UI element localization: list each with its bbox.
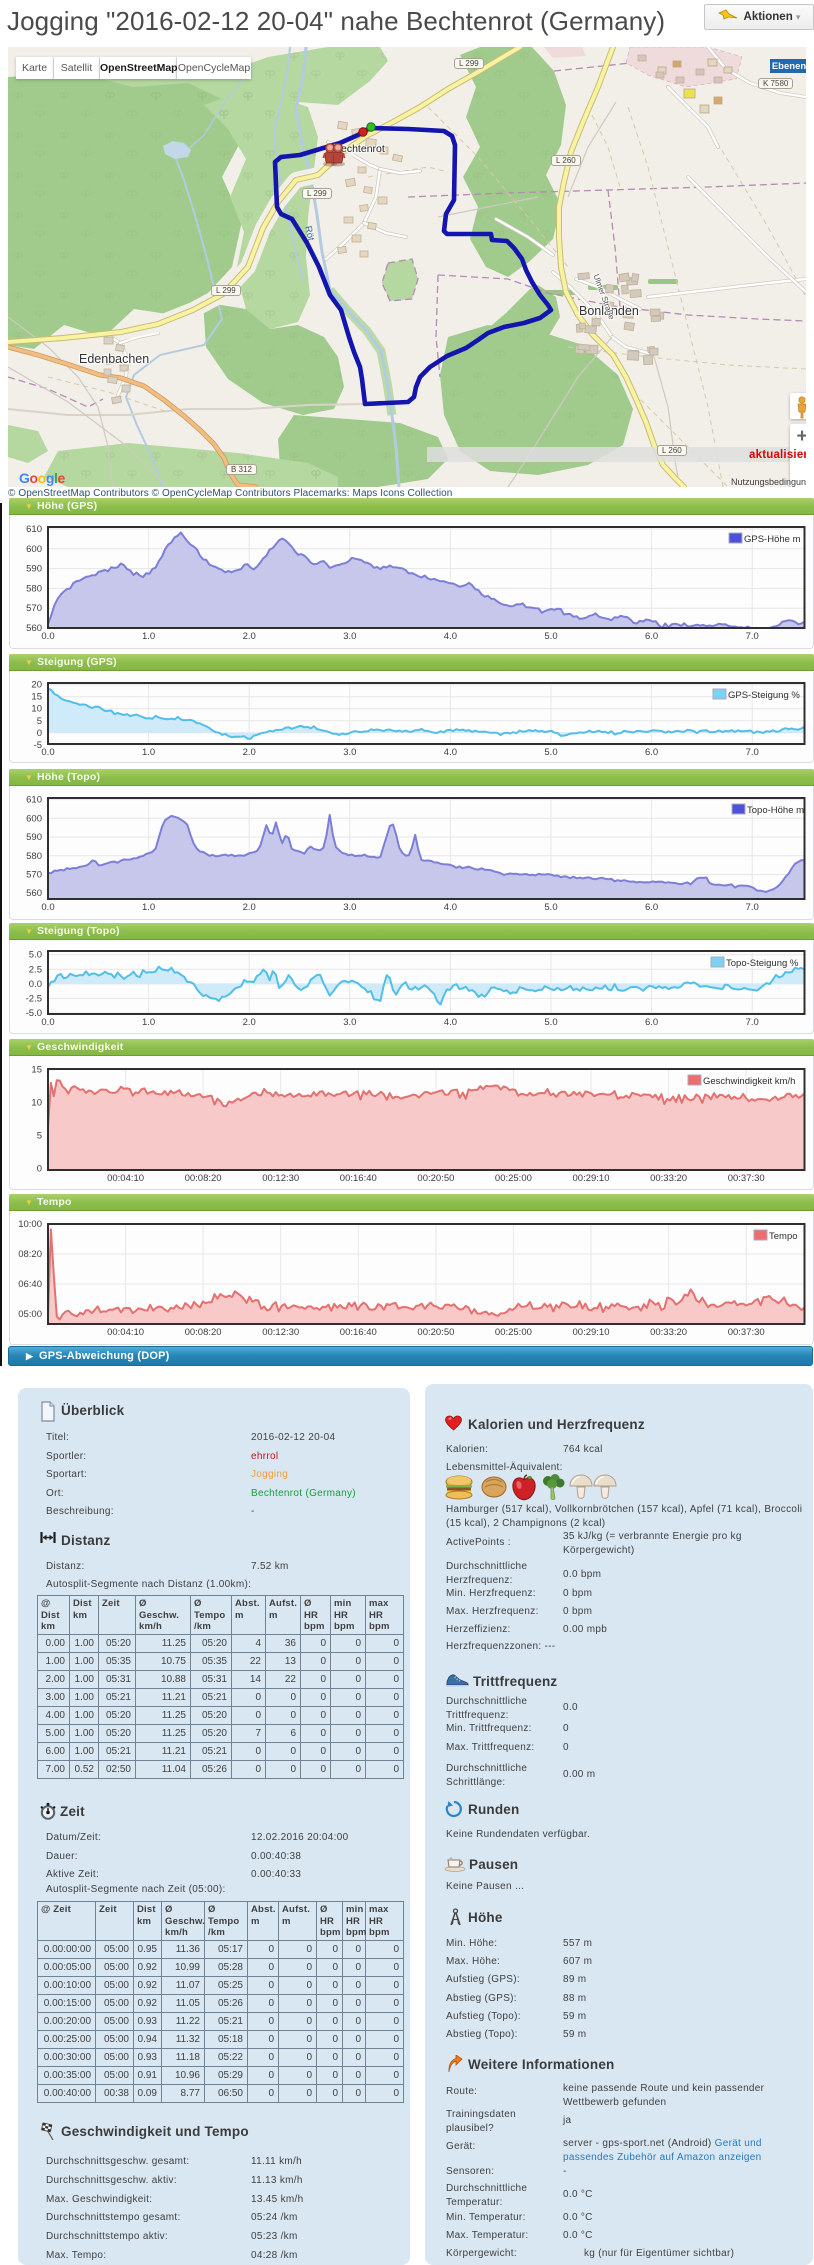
svg-text:10: 10 bbox=[31, 704, 42, 715]
svg-text:610: 610 bbox=[26, 795, 42, 806]
svg-text:5.0: 5.0 bbox=[544, 747, 557, 758]
svg-text:570: 570 bbox=[26, 603, 42, 614]
svg-text:5: 5 bbox=[37, 716, 42, 727]
svg-text:00:04:10: 00:04:10 bbox=[107, 1173, 144, 1184]
svg-text:7.0: 7.0 bbox=[746, 902, 759, 913]
svg-text:00:25:00: 00:25:00 bbox=[495, 1173, 532, 1184]
svg-text:GPS-Höhe m: GPS-Höhe m bbox=[744, 534, 801, 545]
svg-text:7.0: 7.0 bbox=[746, 631, 759, 642]
svg-text:0: 0 bbox=[37, 728, 42, 739]
svg-text:Topo-Steigung %: Topo-Steigung % bbox=[726, 958, 799, 969]
svg-text:00:16:40: 00:16:40 bbox=[340, 1327, 377, 1338]
svg-text:5.0: 5.0 bbox=[544, 631, 557, 642]
svg-text:00:25:00: 00:25:00 bbox=[495, 1327, 532, 1338]
svg-text:Tempo: Tempo bbox=[769, 1231, 798, 1242]
svg-text:10:00: 10:00 bbox=[18, 1219, 42, 1230]
svg-text:-2.5: -2.5 bbox=[26, 993, 42, 1004]
svg-text:00:08:20: 00:08:20 bbox=[185, 1327, 222, 1338]
svg-text:3.0: 3.0 bbox=[343, 747, 356, 758]
svg-text:10: 10 bbox=[31, 1098, 42, 1109]
svg-text:00:16:40: 00:16:40 bbox=[340, 1173, 377, 1184]
svg-text:15: 15 bbox=[31, 1065, 42, 1076]
svg-text:0.0: 0.0 bbox=[41, 747, 54, 758]
svg-text:-5: -5 bbox=[34, 740, 42, 751]
svg-text:00:37:30: 00:37:30 bbox=[728, 1327, 765, 1338]
svg-text:00:12:30: 00:12:30 bbox=[262, 1327, 299, 1338]
svg-text:590: 590 bbox=[26, 832, 42, 843]
svg-text:6.0: 6.0 bbox=[645, 1017, 658, 1028]
svg-text:7.0: 7.0 bbox=[746, 1017, 759, 1028]
svg-text:2.5: 2.5 bbox=[29, 964, 42, 975]
svg-text:610: 610 bbox=[26, 524, 42, 535]
svg-text:6.0: 6.0 bbox=[645, 631, 658, 642]
svg-text:5.0: 5.0 bbox=[29, 950, 42, 961]
svg-text:GPS-Steigung %: GPS-Steigung % bbox=[728, 690, 800, 701]
svg-text:08:20: 08:20 bbox=[18, 1249, 42, 1260]
svg-text:Topo-Höhe m: Topo-Höhe m bbox=[747, 805, 804, 816]
svg-text:00:37:30: 00:37:30 bbox=[728, 1173, 765, 1184]
svg-text:00:33:20: 00:33:20 bbox=[650, 1327, 687, 1338]
svg-text:6.0: 6.0 bbox=[645, 747, 658, 758]
svg-text:4.0: 4.0 bbox=[444, 747, 457, 758]
svg-text:-5.0: -5.0 bbox=[26, 1008, 42, 1019]
svg-text:00:12:30: 00:12:30 bbox=[262, 1173, 299, 1184]
svg-text:0.0: 0.0 bbox=[41, 1017, 54, 1028]
svg-text:0: 0 bbox=[37, 1163, 42, 1174]
svg-text:1.0: 1.0 bbox=[142, 631, 155, 642]
svg-text:4.0: 4.0 bbox=[444, 631, 457, 642]
svg-text:20: 20 bbox=[31, 680, 42, 691]
svg-text:00:29:10: 00:29:10 bbox=[573, 1327, 610, 1338]
svg-text:4.0: 4.0 bbox=[444, 902, 457, 913]
svg-text:3.0: 3.0 bbox=[343, 1017, 356, 1028]
svg-text:2.0: 2.0 bbox=[243, 747, 256, 758]
svg-text:00:04:10: 00:04:10 bbox=[107, 1327, 144, 1338]
svg-text:5: 5 bbox=[37, 1131, 42, 1142]
svg-text:1.0: 1.0 bbox=[142, 902, 155, 913]
svg-text:2.0: 2.0 bbox=[243, 902, 256, 913]
svg-text:15: 15 bbox=[31, 692, 42, 703]
svg-text:3.0: 3.0 bbox=[343, 902, 356, 913]
svg-text:0.0: 0.0 bbox=[41, 902, 54, 913]
svg-text:560: 560 bbox=[26, 623, 42, 634]
svg-text:0.0: 0.0 bbox=[41, 631, 54, 642]
svg-text:2.0: 2.0 bbox=[243, 631, 256, 642]
svg-text:580: 580 bbox=[26, 851, 42, 862]
svg-text:06:40: 06:40 bbox=[18, 1279, 42, 1290]
svg-text:7.0: 7.0 bbox=[746, 747, 759, 758]
svg-text:Geschwindigkeit km/h: Geschwindigkeit km/h bbox=[703, 1076, 795, 1087]
svg-text:05:00: 05:00 bbox=[18, 1309, 42, 1320]
svg-text:600: 600 bbox=[26, 813, 42, 824]
svg-text:5.0: 5.0 bbox=[544, 1017, 557, 1028]
svg-text:00:20:50: 00:20:50 bbox=[417, 1173, 454, 1184]
svg-text:570: 570 bbox=[26, 870, 42, 881]
svg-text:600: 600 bbox=[26, 544, 42, 555]
svg-text:560: 560 bbox=[26, 888, 42, 899]
svg-text:00:33:20: 00:33:20 bbox=[650, 1173, 687, 1184]
svg-text:00:29:10: 00:29:10 bbox=[573, 1173, 610, 1184]
svg-text:00:08:20: 00:08:20 bbox=[185, 1173, 222, 1184]
svg-text:00:20:50: 00:20:50 bbox=[417, 1327, 454, 1338]
svg-text:1.0: 1.0 bbox=[142, 747, 155, 758]
svg-text:0.0: 0.0 bbox=[29, 979, 42, 990]
svg-text:580: 580 bbox=[26, 583, 42, 594]
svg-text:590: 590 bbox=[26, 564, 42, 575]
svg-text:4.0: 4.0 bbox=[444, 1017, 457, 1028]
svg-text:6.0: 6.0 bbox=[645, 902, 658, 913]
svg-text:3.0: 3.0 bbox=[343, 631, 356, 642]
svg-text:5.0: 5.0 bbox=[544, 902, 557, 913]
svg-text:2.0: 2.0 bbox=[243, 1017, 256, 1028]
svg-text:1.0: 1.0 bbox=[142, 1017, 155, 1028]
